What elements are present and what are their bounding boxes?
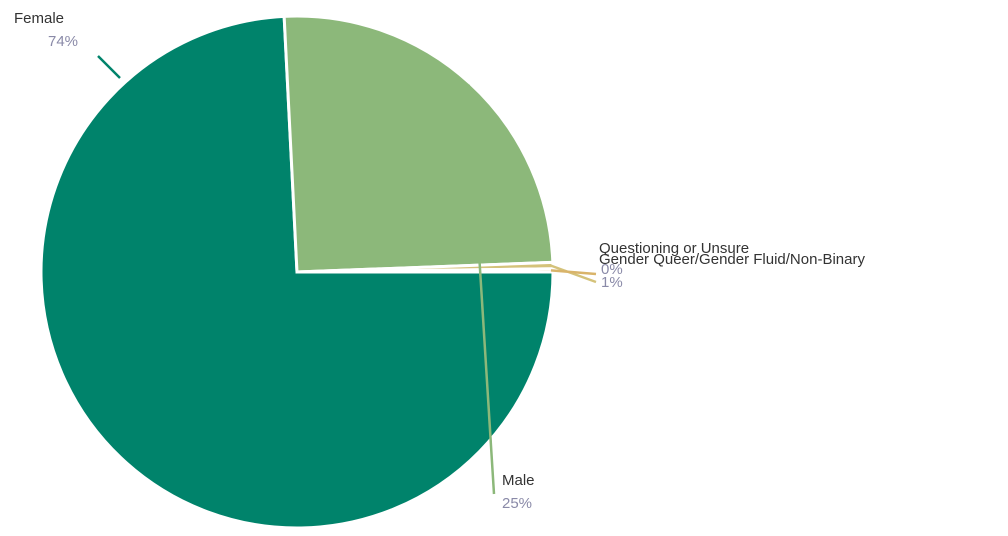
slice-label-male-name: Male — [502, 472, 535, 489]
leader-line-questioning — [550, 269, 597, 276]
pie-slice-male — [282, 14, 555, 274]
leader-line-genderqueer — [550, 264, 597, 284]
slice-label-questioning-name: Questioning or Unsure — [599, 240, 749, 257]
leader-line-female — [97, 55, 121, 79]
slice-label-male-pct: 25% — [502, 495, 532, 512]
slice-label-questioning-pct: 0% — [601, 261, 623, 278]
slice-label-female-pct: 74% — [48, 33, 78, 50]
slice-label-female-name: Female — [14, 10, 64, 27]
slice-label-genderqueer: Gender Queer/Gender Fluid/Non-Binary 1% — [599, 251, 865, 291]
pie-slices — [39, 14, 555, 530]
slice-label-female: Female 74% — [14, 10, 78, 50]
slice-label-genderqueer-name: Gender Queer/Gender Fluid/Non-Binary — [599, 251, 865, 268]
leader-line-male — [467, 84, 496, 495]
slice-label-male: Male 25% — [502, 472, 535, 512]
slice-label-questioning: Questioning or Unsure 0% — [599, 240, 749, 278]
slice-label-genderqueer-pct: 1% — [601, 274, 623, 291]
leader-lines — [97, 55, 597, 495]
